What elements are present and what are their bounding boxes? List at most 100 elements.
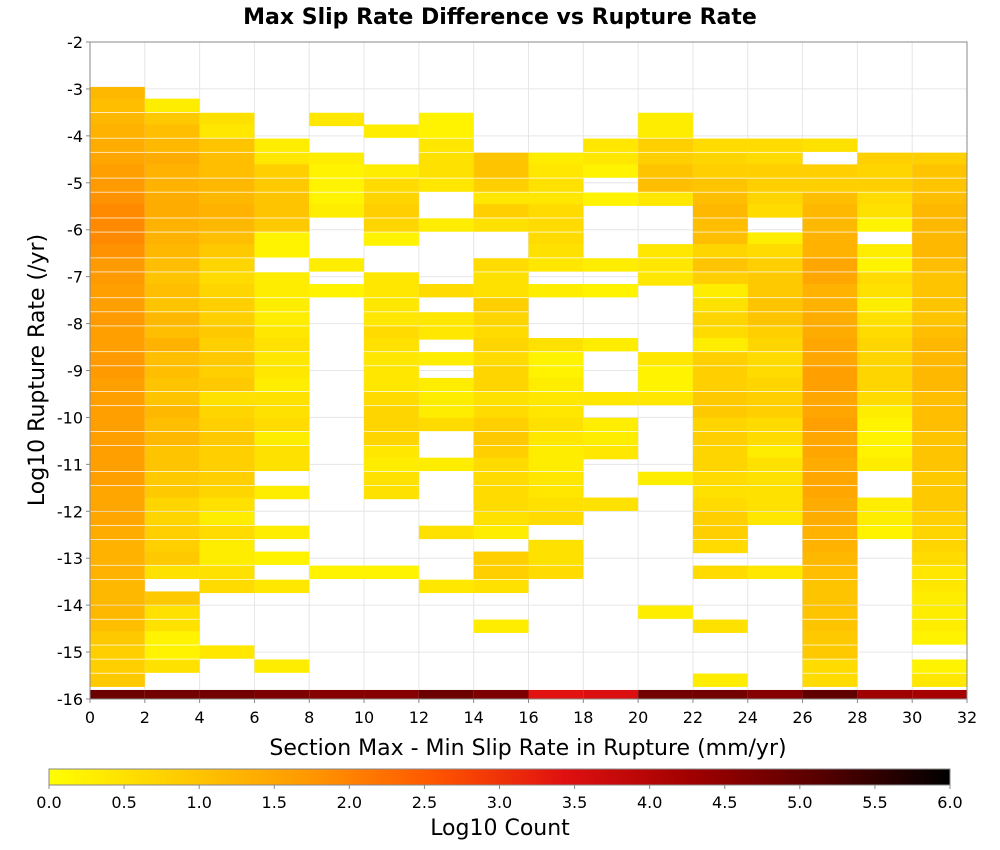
heatmap-cell xyxy=(692,152,748,167)
heatmap-cell xyxy=(144,377,200,392)
heatmap-cell xyxy=(857,511,913,526)
heatmap-cell xyxy=(90,406,145,420)
heatmap-cell xyxy=(802,645,858,659)
heatmap-cell xyxy=(309,284,365,298)
x-tick-label: 0 xyxy=(85,708,95,727)
heatmap-cell xyxy=(802,326,858,340)
heatmap-cell xyxy=(199,312,255,326)
heatmap-cell xyxy=(144,138,200,152)
heatmap-cell xyxy=(199,391,255,406)
heatmap-cell xyxy=(364,272,419,286)
heatmap-cell xyxy=(802,391,858,406)
heatmap-cell xyxy=(90,284,145,298)
heatmap-cell xyxy=(692,417,748,432)
heatmap-cell xyxy=(364,457,419,472)
heatmap-cell xyxy=(144,218,200,232)
heatmap-cell xyxy=(144,124,200,138)
y-tick-label: -4 xyxy=(67,127,83,146)
heatmap-cell xyxy=(912,406,967,420)
heatmap-cell xyxy=(638,178,693,192)
y-tick-label: -8 xyxy=(67,315,83,334)
heatmap-cell xyxy=(473,471,529,486)
heatmap-cell xyxy=(857,417,913,432)
heatmap-cell xyxy=(90,232,145,246)
heatmap-cell xyxy=(528,471,584,486)
heatmap-cell xyxy=(418,124,474,138)
heatmap-cell xyxy=(583,258,639,272)
heatmap-cell xyxy=(90,511,145,526)
heatmap-cell xyxy=(199,204,255,218)
heatmap-cell xyxy=(638,112,693,127)
heatmap-cell xyxy=(912,673,967,687)
heatmap-cell xyxy=(583,417,639,432)
heatmap-cell xyxy=(144,659,200,673)
heatmap-cell xyxy=(90,457,145,472)
heatmap-cell xyxy=(418,457,474,472)
heatmap-cell xyxy=(254,525,310,540)
heatmap-cell xyxy=(692,244,748,258)
x-tick-label: 28 xyxy=(847,708,867,727)
heatmap-cell xyxy=(90,659,145,673)
heatmap-cell xyxy=(692,258,748,272)
heatmap-cell xyxy=(418,164,474,178)
heatmap-cell xyxy=(638,605,693,619)
heatmap-cell xyxy=(199,112,255,127)
heatmap-cell xyxy=(802,497,858,511)
heatmap-cell xyxy=(254,218,310,232)
heatmap-cell xyxy=(528,539,584,554)
heatmap-cell xyxy=(692,511,748,526)
heatmap-cell xyxy=(90,689,145,699)
colorbar-tick-label: 2.0 xyxy=(337,793,362,812)
heatmap-cell xyxy=(418,138,474,152)
heatmap-cell xyxy=(528,218,584,232)
x-axis-label: Section Max - Min Slip Rate in Rupture (… xyxy=(269,736,786,761)
heatmap-cell xyxy=(144,619,200,633)
y-axis-label: Log10 Rupture Rate (/yr) xyxy=(25,234,50,506)
heatmap-cell xyxy=(199,138,255,152)
x-tick-label: 6 xyxy=(249,708,259,727)
heatmap-cell xyxy=(912,417,967,432)
heatmap-cell xyxy=(638,689,693,699)
heatmap-cell xyxy=(473,258,529,272)
heatmap-cell xyxy=(473,338,529,352)
heatmap-cell xyxy=(857,218,913,232)
heatmap-cell xyxy=(912,605,967,619)
heatmap-cell xyxy=(90,98,145,113)
heatmap-cell xyxy=(802,591,858,605)
heatmap-cell xyxy=(364,689,419,699)
heatmap-cell xyxy=(473,298,529,312)
heatmap-cell xyxy=(747,457,803,472)
heatmap-cell xyxy=(857,152,913,167)
heatmap-cell xyxy=(528,391,584,406)
y-tick-label: -12 xyxy=(57,502,83,521)
heatmap-cell xyxy=(364,377,419,392)
heatmap-cell xyxy=(747,138,803,152)
y-tick-label: -16 xyxy=(57,690,83,709)
heatmap-cell xyxy=(144,192,200,206)
heatmap-cell xyxy=(90,605,145,619)
heatmap-cell xyxy=(199,152,255,167)
chart-title: Max Slip Rate Difference vs Rupture Rate xyxy=(243,5,757,30)
heatmap-cell xyxy=(199,244,255,258)
heatmap-cell xyxy=(802,192,858,206)
heatmap-cell xyxy=(199,511,255,526)
heatmap-cell xyxy=(528,457,584,472)
heatmap-cell xyxy=(912,471,967,486)
heatmap-cell xyxy=(857,352,913,366)
heatmap-cell xyxy=(473,326,529,340)
heatmap-cell xyxy=(199,471,255,486)
heatmap-cell xyxy=(309,565,365,579)
x-tick-label: 24 xyxy=(738,708,758,727)
heatmap-cell xyxy=(912,377,967,392)
colorbar-tick-label: 0.5 xyxy=(111,793,136,812)
heatmap-cell xyxy=(747,284,803,298)
heatmap-cell xyxy=(90,591,145,605)
x-tick-label: 20 xyxy=(628,708,648,727)
heatmap-cell xyxy=(583,152,639,167)
heatmap-cell xyxy=(254,232,310,246)
heatmap-cell xyxy=(418,312,474,326)
heatmap-cell xyxy=(199,124,255,138)
heatmap-cell xyxy=(528,192,584,206)
heatmap-cell xyxy=(912,497,967,511)
heatmap-cell xyxy=(199,326,255,340)
